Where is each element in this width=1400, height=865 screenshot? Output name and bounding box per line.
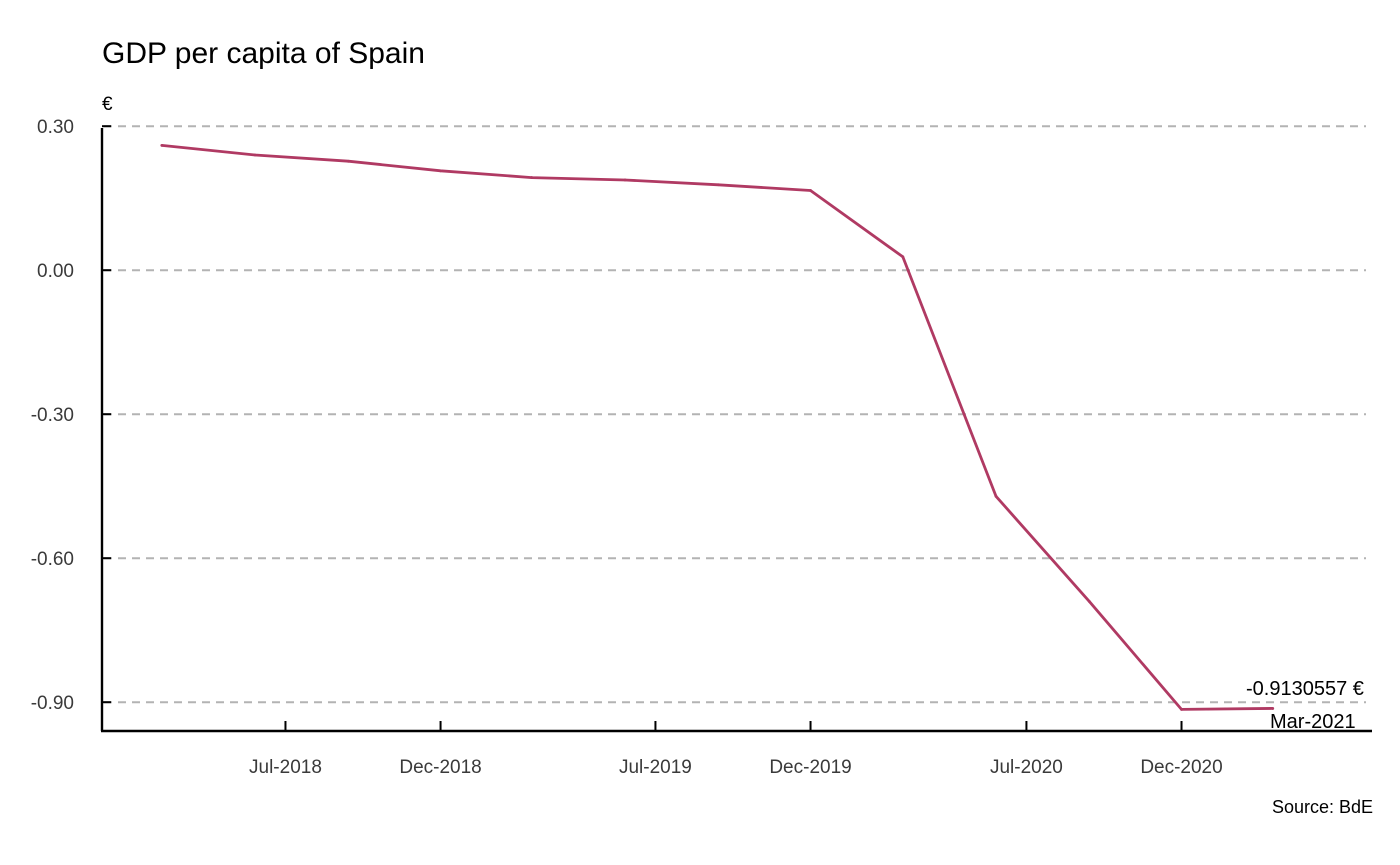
data-point [1180, 708, 1183, 711]
chart-title: GDP per capita of Spain [102, 37, 425, 70]
y-tick-label: -0.30 [31, 405, 74, 426]
y-axis-unit-label: € [102, 94, 113, 115]
last-date-annotation: Mar-2021 [1270, 711, 1356, 733]
x-tick-label: Jul-2020 [990, 757, 1063, 778]
axes [100, 128, 1372, 733]
data-point [1087, 600, 1091, 603]
series-line [161, 144, 1273, 711]
y-tick-label: 0.00 [37, 261, 74, 282]
x-tick-label: Dec-2018 [399, 757, 481, 778]
x-tick-label: Jul-2018 [249, 757, 322, 778]
data-point [1271, 707, 1275, 710]
data-point [623, 178, 627, 182]
y-tick-label: 0.30 [37, 117, 74, 138]
x-tick-label: Dec-2020 [1140, 757, 1222, 778]
y-axis-ticks: 0.30 0.00 -0.30 -0.60 -0.90 [31, 117, 111, 714]
data-point [346, 159, 350, 163]
last-value-annotation: -0.9130557 € [1246, 678, 1364, 700]
series-layer [160, 144, 1275, 711]
data-point [439, 169, 442, 173]
y-tick-label: -0.90 [31, 693, 74, 714]
x-tick-label: Jul-2019 [619, 757, 692, 778]
x-axis-ticks: Jul-2018 Dec-2018 Jul-2019 Dec-2019 Jul-2020… [249, 721, 1223, 778]
gridlines [104, 125, 1366, 704]
data-point [253, 153, 257, 157]
source-note: Source: BdE [1272, 797, 1373, 817]
data-point [530, 176, 534, 179]
y-tick-label: -0.60 [31, 549, 74, 570]
data-point [901, 255, 905, 259]
data-point [716, 183, 720, 187]
data-point [160, 144, 164, 147]
data-point [994, 494, 998, 498]
data-point [809, 189, 812, 192]
x-tick-label: Dec-2019 [769, 757, 851, 778]
